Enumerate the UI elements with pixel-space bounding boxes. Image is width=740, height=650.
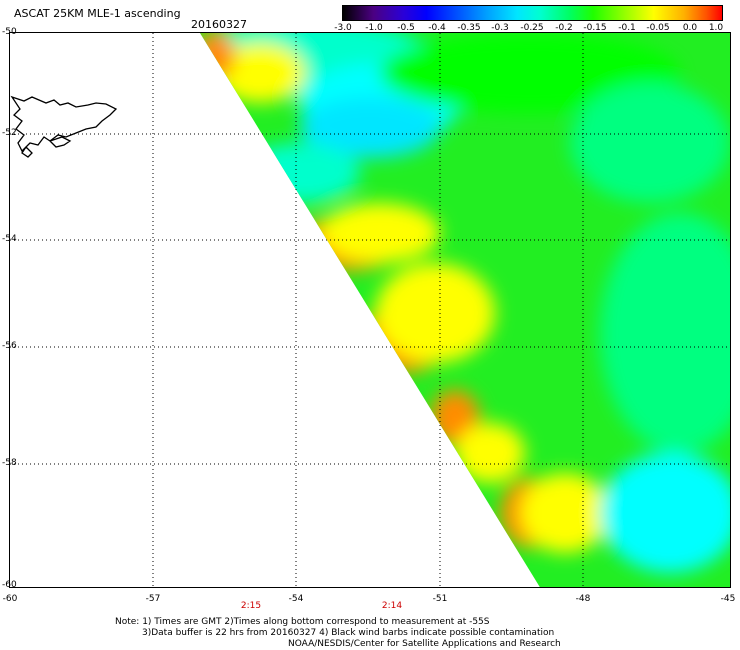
lon-label: -48 [575,594,591,604]
colorbar-label: -0.25 [520,23,544,33]
lat-label: -50 [2,27,17,37]
lon-label: -60 [2,594,18,604]
swath-patch [240,143,360,203]
colorbar-label: -0.4 [428,23,446,33]
time-label: 2:15 [240,601,262,611]
swath-data [200,33,730,587]
swath-patch [215,43,305,103]
lon-label: -54 [288,594,304,604]
time-label: 2:14 [381,601,403,611]
swath-patch [300,98,440,158]
lat-label: -58 [2,458,17,468]
swath-patch [520,473,610,553]
map-plot-area[interactable] [9,32,731,588]
colorbar-label: -0.15 [583,23,607,33]
colorbar-label: -0.3 [491,23,509,33]
lat-label: -52 [2,128,17,138]
swath-patch [320,203,440,263]
colorbar-label: 0.0 [682,23,698,33]
lon-label: -51 [432,594,448,604]
graticule [10,33,730,587]
colorbar-label: -0.1 [618,23,636,33]
colorbar-label: -0.05 [646,23,670,33]
swath-patch [455,423,525,483]
lat-label: -56 [2,341,17,351]
map-title: ASCAT 25KM MLE-1 ascending [14,7,181,20]
colorbar-label: -0.2 [555,23,573,33]
colorbar-label: -3.0 [334,23,352,33]
lat-label: -60 [2,580,17,590]
swath-patch [380,33,680,113]
colorbar-label: -0.5 [397,23,415,33]
lon-label: -57 [145,594,161,604]
colorbar-label: -1.0 [365,23,383,33]
swath-svg [10,33,730,587]
colorbar-gradient [342,5,723,21]
note-line-2: 3)Data buffer is 22 hrs from 20160327 4)… [142,628,555,638]
lat-label: -54 [2,234,17,244]
swath-patch [600,453,730,573]
colorbar-label: 1.0 [708,23,724,33]
colorbar-label: -0.35 [457,23,481,33]
swath-patch [600,213,730,453]
colorbar: -3.0 -1.0 -0.5 -0.4 -0.35 -0.3 -0.25 -0.… [334,5,723,33]
lon-label: -45 [720,594,736,604]
map-date: 20160327 [191,18,247,31]
swath-patch [375,263,495,363]
falkland-islands-outline [10,95,118,158]
swath-patch [570,83,730,203]
note-line-1: Note: 1) Times are GMT 2)Times along bot… [115,617,490,627]
note-line-3: NOAA/NESDIS/Center for Satellite Applica… [288,639,561,649]
